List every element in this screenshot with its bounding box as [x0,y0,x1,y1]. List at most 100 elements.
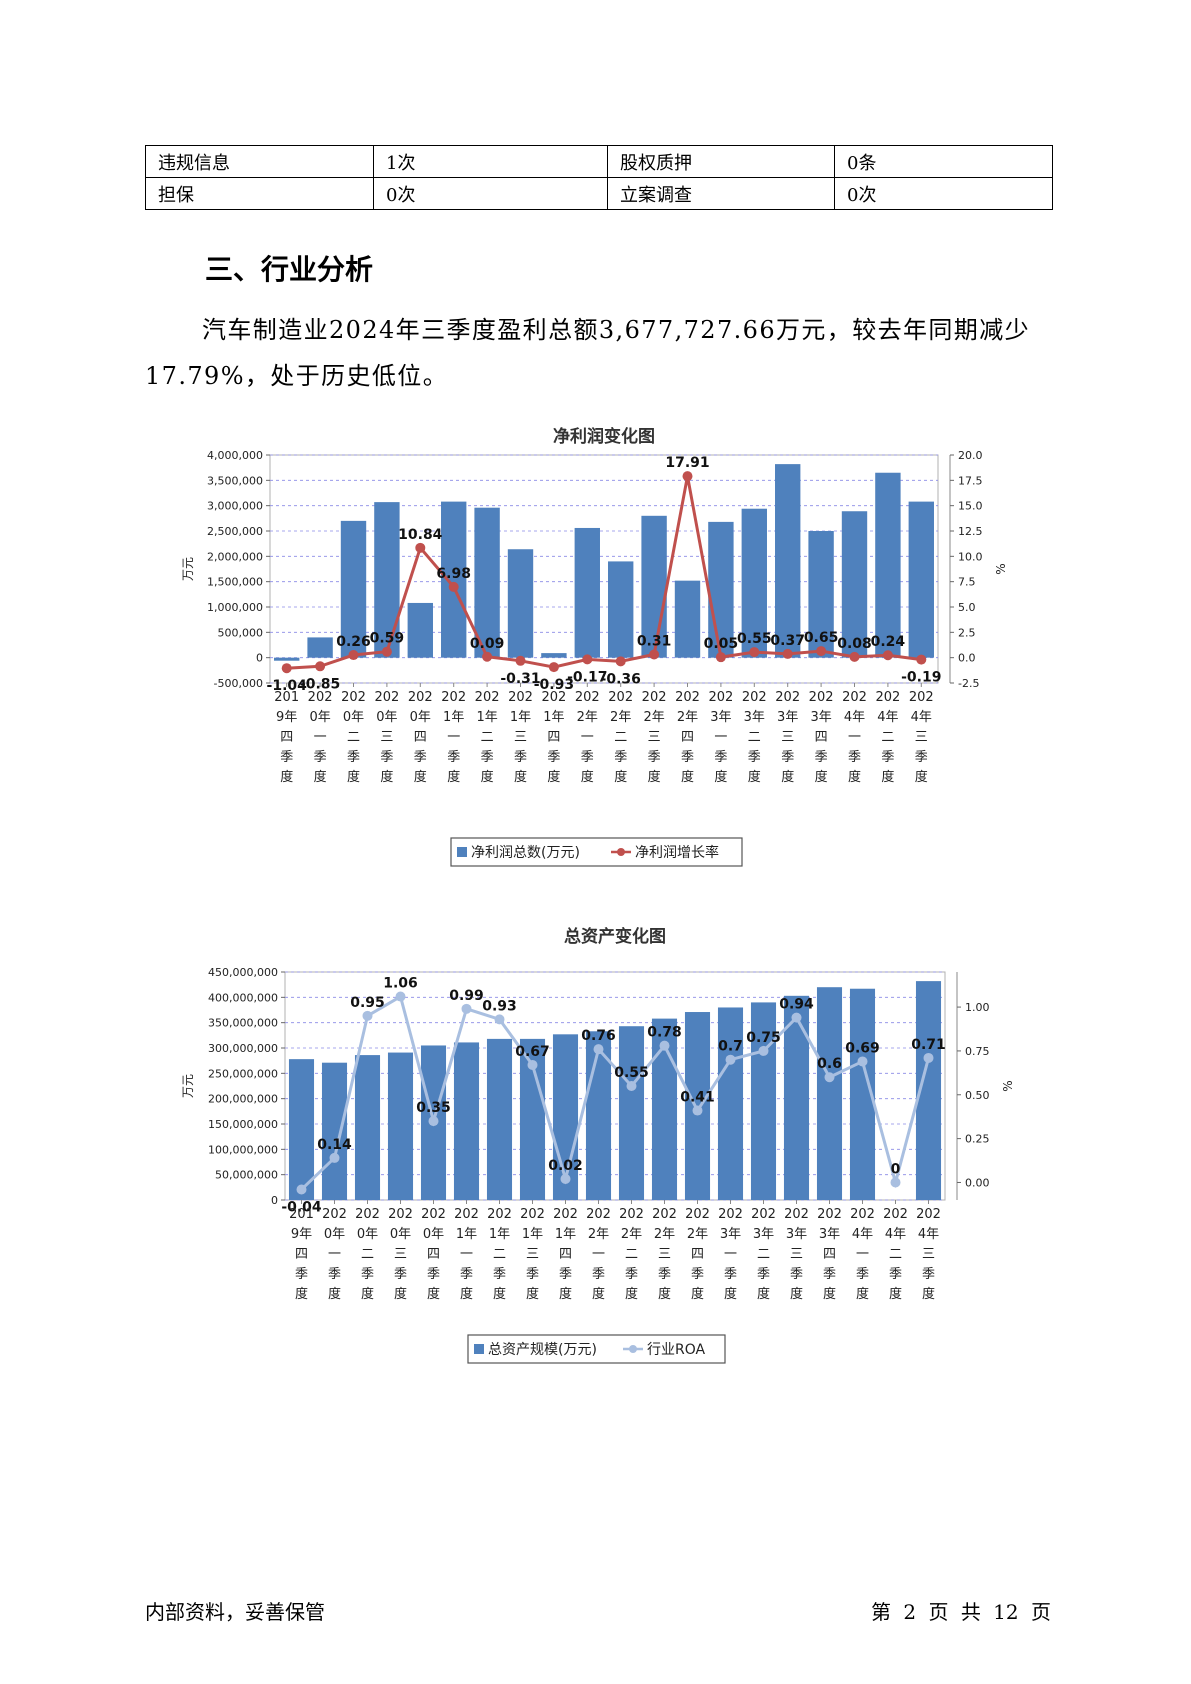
y-tick-label: 100,000,000 [208,1143,278,1156]
x-tick-label: 202 3年四季度 [817,1207,842,1302]
bar [552,1034,579,1200]
bar [717,1007,744,1200]
data-point [816,646,827,657]
x-tick-label: 202 0年三季度 [388,1207,413,1302]
data-label: -0.36 [601,671,641,687]
data-point [649,649,660,660]
y2-tick-label: -2.5 [958,677,979,690]
table-cell: 股权质押 [607,145,835,178]
data-point [348,650,359,661]
data-label: 0.75 [746,1030,781,1046]
data-label: 17.91 [665,455,709,471]
x-tick-label: 202 1年一季度 [441,690,466,785]
data-point [560,1173,571,1184]
table-cell: 0次 [834,177,1053,210]
data-point [916,654,927,665]
y2-tick-label: 20.0 [958,449,983,462]
x-tick-label: 202 4年三季度 [909,690,934,785]
y-tick-label: 400,000,000 [208,991,278,1004]
y-tick-label: 1,500,000 [207,576,263,589]
y2-tick-label: 0.75 [965,1045,990,1058]
data-point [782,648,793,659]
x-tick-label: 202 2年一季度 [575,690,600,785]
bar [708,521,734,658]
x-tick-label: 202 3年四季度 [809,690,834,785]
data-label: 0.94 [779,997,814,1013]
legend-box [467,1334,726,1364]
y-tick-label: 4,000,000 [207,449,263,462]
chart-title: 净利润变化图 [553,426,655,447]
data-point [882,650,893,661]
legend-line-label: 行业ROA [647,1342,706,1358]
data-label: 0.71 [911,1037,946,1053]
data-point [849,651,860,662]
y-tick-label: 50,000,000 [215,1169,278,1182]
data-label: 0.05 [704,636,739,652]
bar [541,653,567,658]
data-point [428,1116,439,1127]
data-point [626,1081,637,1091]
data-point [515,655,526,666]
x-tick-label: 202 2年四季度 [675,690,700,785]
data-point [415,542,426,553]
y-tick-label: 200,000,000 [208,1093,278,1106]
data-point [725,1054,736,1065]
bar [374,502,400,658]
x-tick-label: 202 0年三季度 [374,690,399,785]
x-tick-label: 201 9年四季度 [289,1207,314,1302]
y2-tick-label: 17.5 [958,474,983,487]
y-tick-label: 2,500,000 [207,525,263,538]
data-label: 0.55 [737,631,772,647]
bar [816,987,843,1200]
y2-tick-label: 5.0 [958,601,976,614]
data-point [329,1152,340,1163]
y-tick-label: 2,000,000 [207,550,263,563]
legend-bar-label: 总资产规模(万元) [488,1342,597,1358]
data-point [857,1056,868,1067]
data-point [362,1010,373,1021]
data-label: 0.14 [317,1137,352,1153]
bar [340,520,367,658]
data-point [593,1044,604,1055]
y2-tick-label: 0.00 [965,1176,990,1189]
data-point [296,1184,307,1195]
data-point [315,661,326,672]
x-tick-label: 202 2年四季度 [685,1207,710,1302]
x-tick-label: 202 2年二季度 [619,1207,644,1302]
x-tick-label: 202 4年二季度 [883,1207,908,1302]
data-label: 0.35 [416,1100,451,1116]
data-label: 1.06 [383,976,418,992]
y-tick-label: 3,500,000 [207,474,263,487]
bar [908,501,934,658]
legend-box [450,837,743,867]
legend-line-label: 净利润增长率 [635,844,719,861]
x-tick-label: 202 2年一季度 [586,1207,611,1302]
table-cell: 立案调查 [607,177,835,210]
data-point [381,646,392,657]
x-tick-label: 202 3年三季度 [784,1207,809,1302]
x-tick-label: 202 1年二季度 [475,690,500,785]
data-label: 0.24 [871,634,906,650]
bar [875,472,901,658]
total-assets-chart: 总资产变化图 0 50,000,000 100,000,000 150,000,000 2… [181,926,1015,1364]
data-label: 0.99 [449,988,484,1004]
bar [441,501,467,658]
table-row: 担保 0次 立案调查 0次 [145,177,1053,210]
legend-bar-swatch [474,1344,484,1354]
data-point [461,1003,472,1014]
data-label: -0.19 [901,670,941,686]
data-point [659,1040,670,1051]
y2-tick-label: 0.50 [965,1089,990,1102]
x-tick-label: 202 1年三季度 [520,1207,545,1302]
y2-tick-label: 0.0 [958,652,976,665]
legend-line-marker [629,1345,637,1353]
bar [474,507,500,658]
x-tick-label: 202 1年四季度 [541,690,566,785]
legend: 总资产规模(万元) 行业ROA [467,1334,726,1364]
x-tick-label: 202 3年二季度 [751,1207,776,1302]
y2-tick-label: 10.0 [958,550,983,563]
y-tick-label: -500,000 [214,677,263,690]
data-label: 0.76 [581,1028,616,1044]
footer-confidential: 内部资料，妥善保管 [145,1600,325,1624]
data-point [548,662,559,673]
